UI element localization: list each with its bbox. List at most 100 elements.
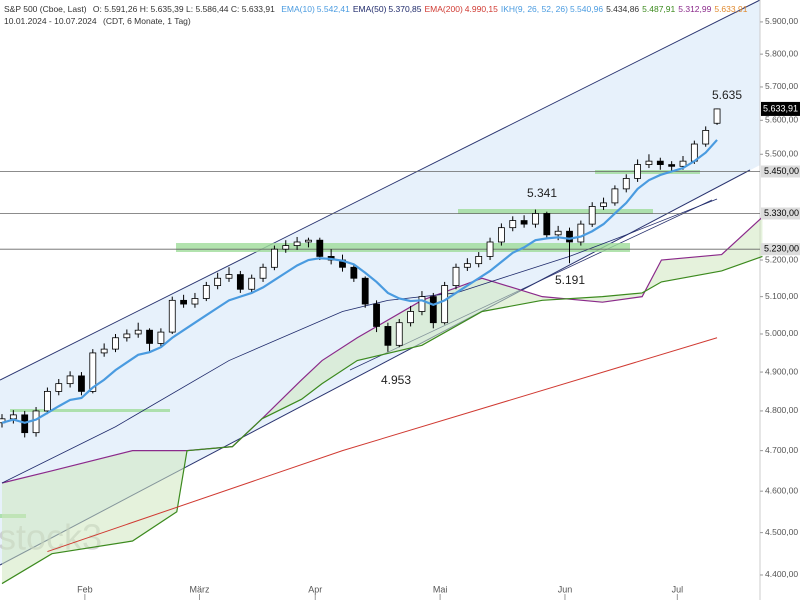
candle-body (497, 227, 505, 243)
y-tick-label: 4.900,00 (765, 366, 798, 376)
candle-body (146, 329, 153, 344)
candle-body (622, 178, 630, 190)
price-annotation: 4.953 (381, 373, 411, 387)
y-tick-label: 4.800,00 (765, 405, 798, 415)
x-tick-label: Apr (308, 584, 322, 594)
x-tick-label: März (189, 584, 209, 594)
candle-body (395, 322, 403, 346)
candle-body (418, 296, 426, 312)
candle-body (486, 241, 494, 257)
trend-channel (0, 0, 760, 565)
candle-body (316, 239, 324, 257)
senkou-span-b (1, 255, 763, 585)
level-label: 5.330,00 (764, 208, 799, 218)
candle-body (668, 164, 676, 167)
candle-body (588, 206, 596, 225)
indicator-value: 5.434,86 (606, 4, 640, 14)
y-tick-label: 5.500,00 (765, 149, 798, 159)
level-label-box (761, 243, 800, 256)
candle-body (100, 348, 108, 354)
candle-body (134, 329, 142, 335)
candle-body (634, 164, 641, 179)
y-tick-label: 4.700,00 (765, 445, 798, 455)
date-range: 10.01.2024 - 10.07.2024 (4, 16, 97, 26)
symbol: S&P 500 (Cboe, Last) (4, 4, 87, 14)
ema10-line (1, 139, 718, 424)
candle-body (293, 241, 301, 246)
price-annotation: 5.191 (555, 273, 585, 287)
y-tick-label: 5.100,00 (765, 291, 798, 301)
ichimoku-cloud (2, 217, 763, 584)
indicator-name: IKH(9, 26, 52, 26) (500, 4, 568, 14)
candle-body (656, 160, 664, 165)
candle-body (180, 299, 188, 305)
indicator-value: 4.990,15 (464, 4, 498, 14)
candle-body (89, 352, 97, 392)
y-tick-label: 4.500,00 (765, 527, 798, 537)
price-annotation: 5.341 (527, 186, 557, 200)
indicator-name: EMA(50) (352, 4, 387, 14)
y-tick-label: 5.200,00 (765, 254, 798, 264)
y-tick-label: 4.400,00 (765, 569, 798, 579)
y-tick-label: 5.000,00 (765, 328, 798, 338)
indicator-value: 5.540,96 (569, 4, 604, 14)
candle-body (225, 274, 233, 279)
y-tick-label: 5.900,00 (765, 16, 798, 26)
candle-body (112, 337, 119, 350)
last-price-box (761, 101, 800, 116)
indicator-name: EMA(10) (281, 4, 315, 14)
candle-body (191, 298, 199, 305)
candle-body (270, 248, 278, 268)
candle-body (645, 160, 653, 165)
candle-body (350, 266, 358, 279)
candle-body (78, 375, 85, 392)
x-tick-label: Mai (433, 584, 448, 594)
candle-body (214, 277, 222, 286)
candle-body (282, 245, 290, 250)
candle-body (32, 410, 40, 434)
candle-body (713, 108, 721, 124)
legend-row: 10.01.2024 - 10.07.2024 (CDT, 6 Monate, … (4, 15, 750, 27)
indicator-value: 5.312,99 (678, 4, 712, 14)
candle-body (9, 414, 17, 420)
indicator-value: 5.487,91 (642, 4, 676, 14)
indicator-value: 5.633,91 (714, 4, 748, 14)
legend-row: S&P 500 (Cboe, Last) O: 5.591,26 H: 5.63… (4, 3, 750, 15)
candle-body (305, 239, 312, 243)
candle-body (611, 188, 619, 204)
settings: (CDT, 6 Monate, 1 Tag) (103, 16, 191, 26)
candle-body (384, 326, 392, 346)
candle-body (66, 375, 74, 385)
indicator-value: 5.370,85 (388, 4, 422, 14)
candle-body (452, 266, 460, 286)
last-price-label: 5.633,91 (763, 103, 798, 113)
ema200-line (47, 337, 718, 553)
candle-body (600, 202, 607, 207)
candle-body (168, 299, 176, 333)
ohlc: O: 5.591,26 H: 5.635,39 L: 5.586,44 C: 5… (92, 4, 275, 14)
x-tick-label: Jun (558, 584, 573, 594)
support-zone (458, 209, 653, 214)
candle-body (577, 223, 585, 243)
candle-body (202, 285, 210, 299)
candle-body (441, 285, 449, 324)
level-label-box (761, 165, 800, 178)
x-tick-label: Feb (77, 584, 93, 594)
candle-body (566, 230, 573, 243)
y-tick-label: 5.700,00 (765, 81, 798, 91)
indicator-value: 5.542,41 (316, 4, 350, 14)
candle-body (679, 160, 687, 167)
candle-body (429, 296, 437, 324)
candle-body (157, 331, 165, 344)
candle-body (509, 220, 517, 229)
candle-body (532, 213, 539, 225)
candle-body (407, 311, 415, 324)
candle-body (259, 266, 267, 279)
candle-body (543, 213, 551, 236)
candle-body (463, 263, 471, 268)
y-tick-label: 5.800,00 (765, 48, 798, 58)
candle-body (248, 277, 256, 290)
support-zone (176, 243, 630, 252)
level-label: 5.230,00 (764, 244, 799, 254)
